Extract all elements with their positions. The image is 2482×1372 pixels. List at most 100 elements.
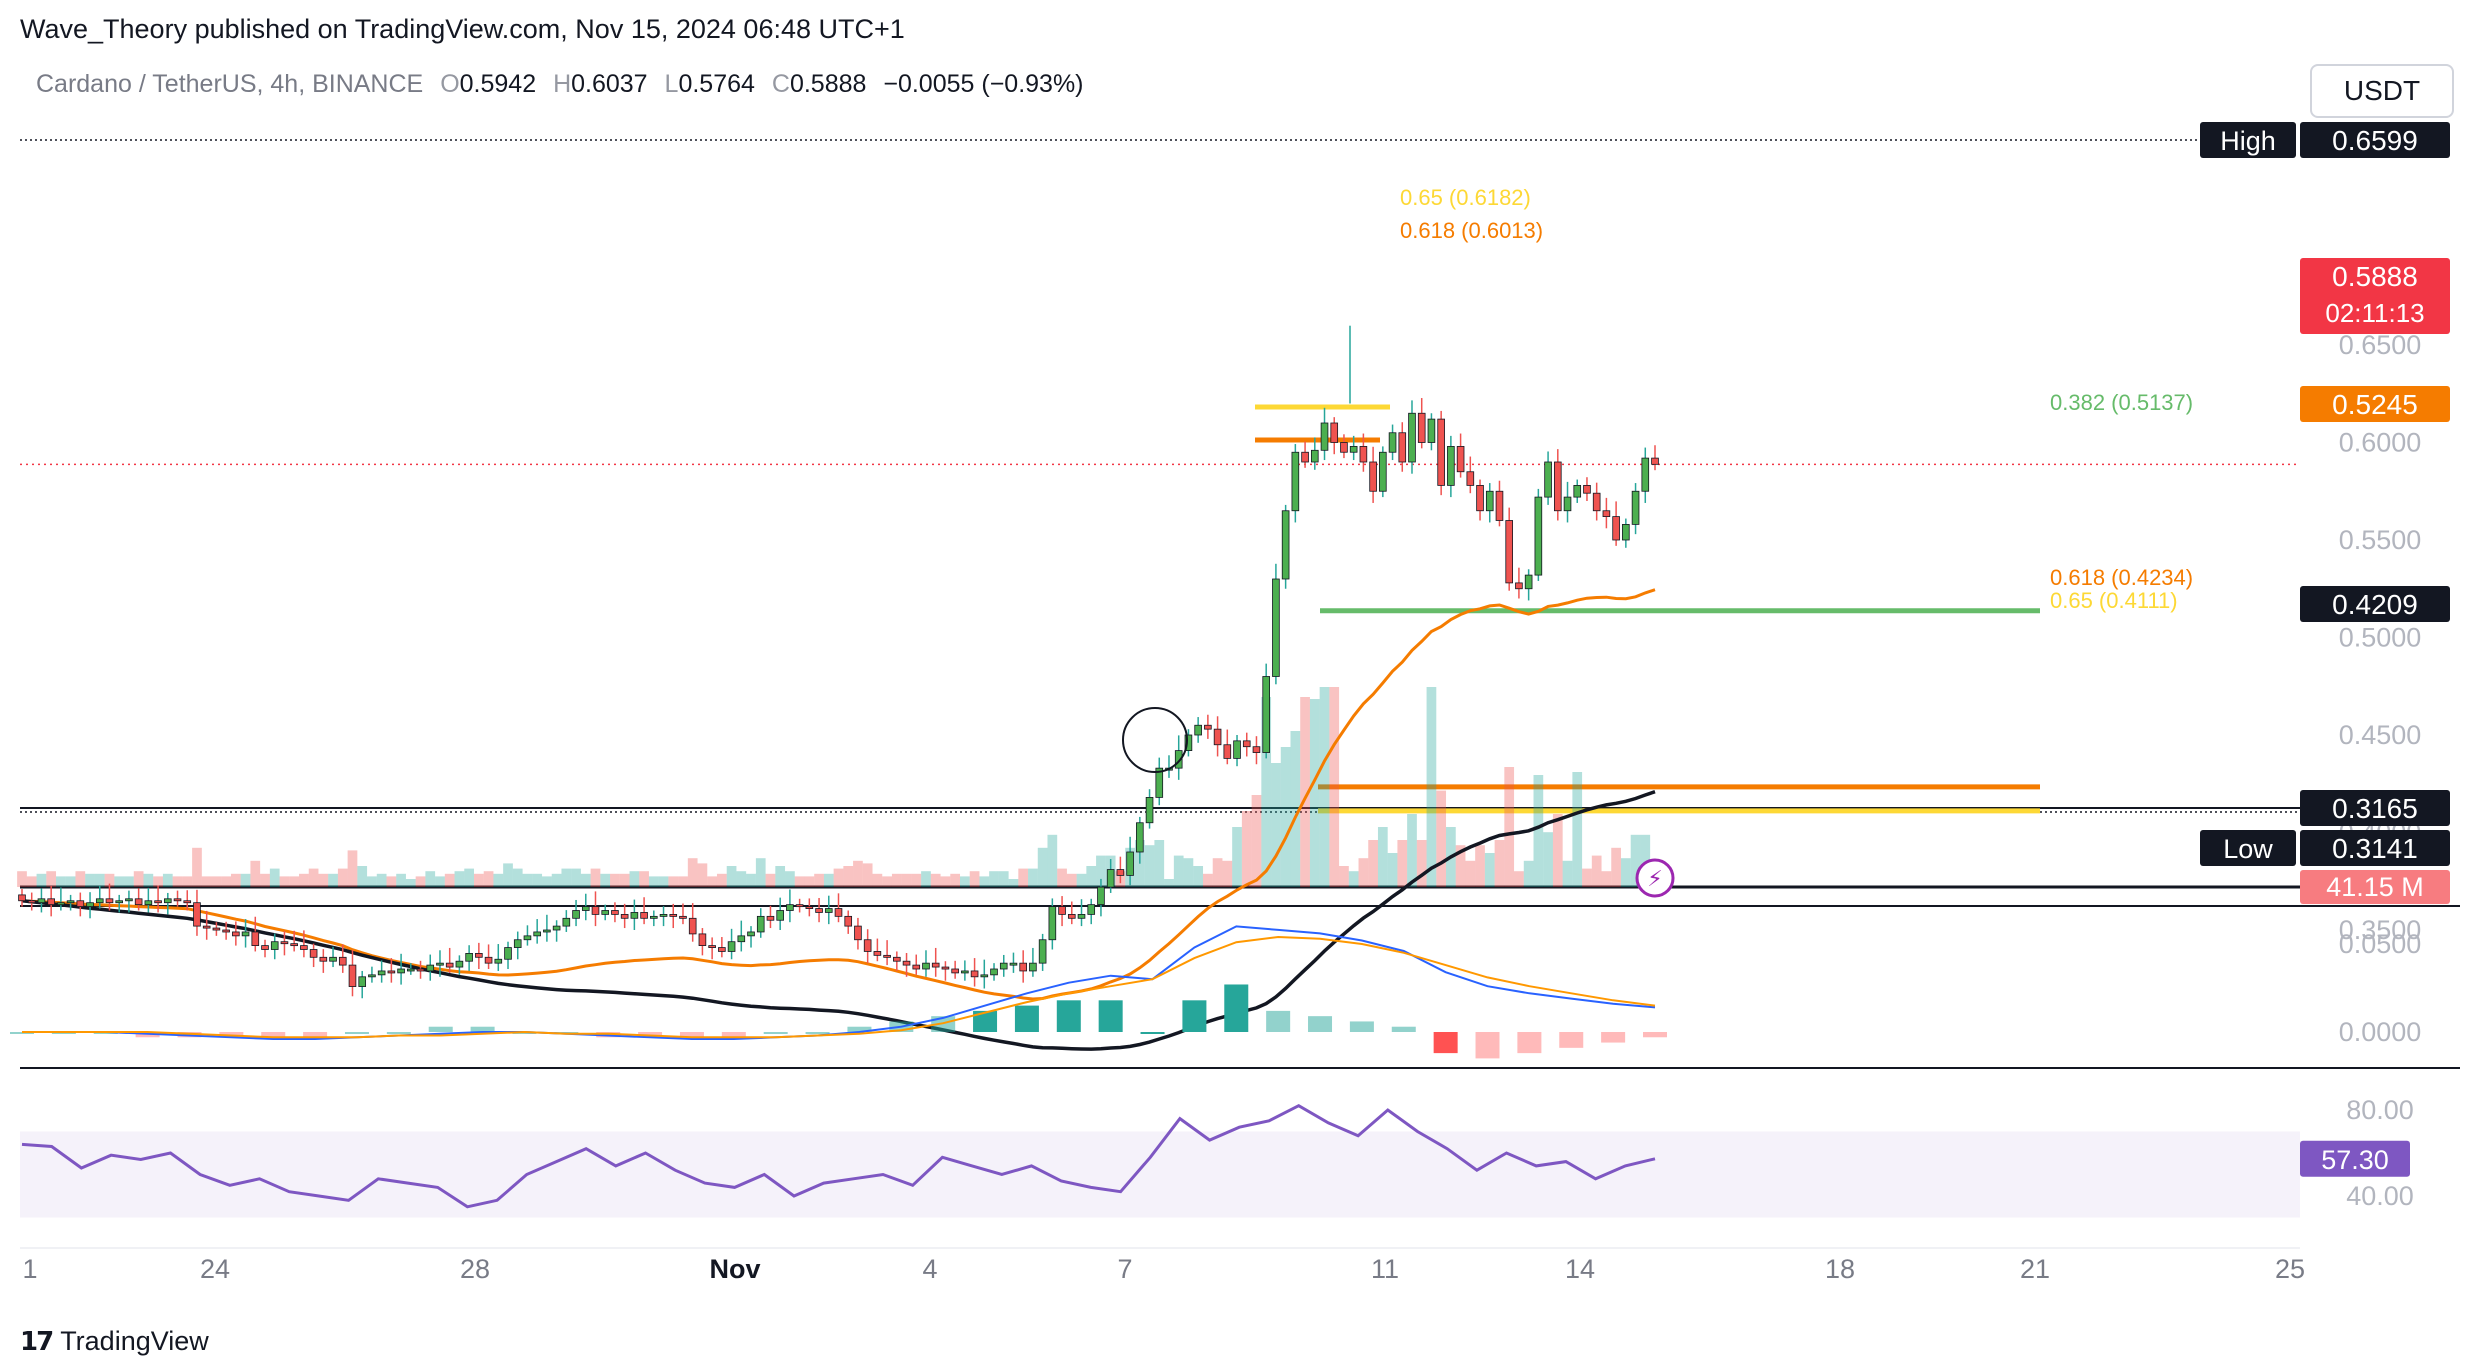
candle-body: [445, 962, 454, 968]
price-label-text: 0.5245: [2332, 389, 2418, 420]
candle-body: [931, 962, 940, 968]
volume-bar: [133, 871, 144, 887]
brand-name: TradingView: [60, 1326, 209, 1356]
candle-body: [1631, 490, 1640, 525]
ohlc-high-key: H: [553, 70, 572, 98]
candle-body: [1495, 490, 1504, 521]
price-label-prefix-box: [2200, 122, 2296, 158]
macd-histogram-bar: [428, 1026, 453, 1032]
volume-bar: [65, 876, 76, 887]
volume-bar: [998, 871, 1009, 887]
volume-bar: [707, 876, 717, 887]
volume-bar: [969, 871, 980, 887]
volume-bar: [610, 873, 620, 887]
volume-bar: [493, 873, 504, 887]
candle-body: [397, 968, 405, 974]
candle-body: [737, 935, 746, 943]
volume-bar: [619, 873, 630, 887]
volume-bar: [1504, 767, 1515, 887]
candle-body: [27, 900, 36, 904]
candle-body: [1388, 432, 1397, 453]
candle-body: [134, 898, 143, 906]
volume-bar: [901, 873, 912, 887]
macd-histogram-bar: [679, 1032, 704, 1038]
candle-body: [1213, 728, 1222, 746]
candle-body: [795, 904, 804, 908]
candle-body: [766, 915, 775, 921]
candle-body: [1505, 520, 1513, 584]
volume-bar: [1222, 860, 1233, 887]
candle-body: [523, 935, 532, 941]
volume-bar: [1397, 840, 1408, 887]
candle-body: [1174, 750, 1183, 769]
volume-bar: [1028, 868, 1038, 887]
macd-histogram-bar: [1433, 1032, 1458, 1054]
candle-body: [912, 964, 921, 970]
candle-body: [863, 939, 872, 952]
volume-bar: [75, 871, 86, 887]
macd-histogram-bar: [805, 1032, 830, 1034]
candle-body: [1602, 510, 1611, 517]
candle-body: [951, 968, 959, 974]
volume-bar: [989, 871, 999, 887]
volume-bar: [1620, 858, 1631, 887]
candle-body: [1281, 510, 1290, 580]
candle-body: [961, 970, 969, 974]
volume-bar: [678, 876, 688, 887]
volume-bar: [882, 876, 892, 887]
candle-body: [1155, 767, 1164, 798]
volume-bar: [1640, 834, 1651, 887]
candle-body: [999, 962, 1008, 970]
candle-body: [1466, 471, 1475, 486]
volume-bar: [483, 871, 494, 887]
price-tick-label: 0.5000: [2339, 623, 2422, 653]
fib-level-label: 0.65 (0.4111): [2050, 588, 2178, 613]
candle-body: [533, 931, 541, 937]
candle-body: [776, 910, 784, 921]
macd-histogram-bar: [1056, 1000, 1081, 1032]
volume-bar: [56, 876, 66, 887]
volume-bar: [1232, 827, 1242, 887]
volume-bar: [211, 876, 222, 887]
volume-bar: [464, 868, 474, 887]
candle-body: [261, 945, 269, 950]
candle-body: [1553, 461, 1562, 512]
macd-line: [22, 925, 1656, 1040]
volume-bar: [571, 868, 581, 887]
candle-body: [805, 906, 814, 909]
candle-body: [844, 915, 853, 927]
price-tick-label: 0.4500: [2339, 720, 2422, 750]
volume-bar: [580, 873, 591, 887]
candle-body: [426, 964, 435, 972]
volume-bar: [1047, 834, 1058, 887]
ohlc-close-key: C: [771, 70, 790, 98]
candle-body: [504, 947, 512, 960]
volume-bar: [1251, 795, 1262, 887]
volume-bar: [143, 873, 154, 887]
candle-body: [1544, 461, 1552, 498]
candle-body: [1136, 822, 1144, 853]
volume-bar: [1611, 847, 1621, 887]
candle-body: [786, 904, 794, 911]
time-tick-label: 28: [460, 1254, 490, 1284]
candle-body: [611, 910, 619, 915]
candle-body: [1194, 724, 1202, 736]
fib-levels: 0.65 (0.6182) 0.618 (0.6013) 0.382 (0.5137…: [1255, 185, 2193, 814]
volume-bar: [600, 873, 611, 887]
volume-bar: [716, 873, 727, 887]
candle-body: [591, 906, 600, 915]
candle-body: [290, 943, 298, 947]
candle-body: [1573, 484, 1582, 498]
volume-bar: [357, 866, 368, 887]
candle-body: [47, 898, 55, 906]
volume-bar: [1436, 790, 1447, 887]
currency-button[interactable]: USDT: [2310, 64, 2454, 118]
candle-body: [1058, 906, 1066, 915]
volume-bar: [1144, 845, 1155, 887]
volume-bar: [1203, 873, 1213, 887]
candle-body: [1029, 962, 1037, 972]
volume-bar: [522, 873, 533, 887]
macd-histogram-bar: [1517, 1032, 1542, 1054]
rsi-tick-label: 40.00: [2346, 1181, 2414, 1211]
